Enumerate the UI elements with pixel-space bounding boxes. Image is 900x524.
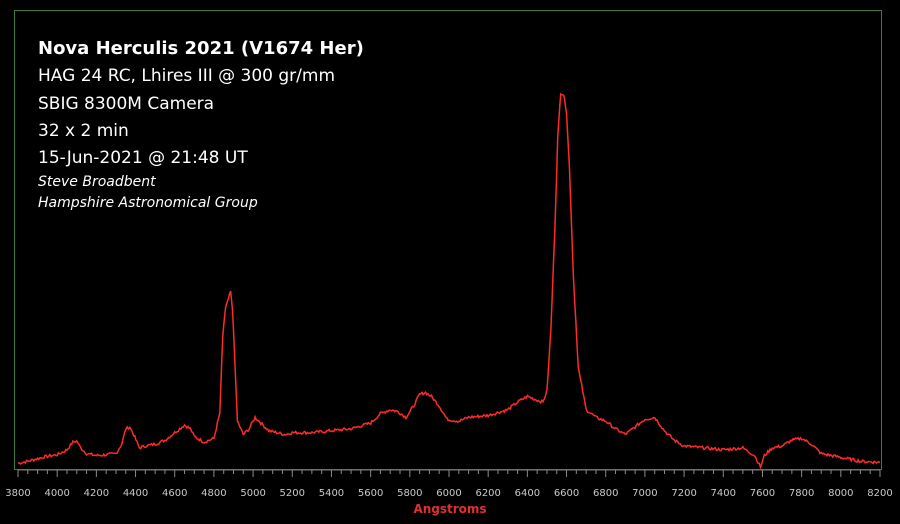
annotation-telescope: HAG 24 RC, Lhires III @ 300 gr/mm [38, 66, 336, 86]
x-tick-label: 6800 [593, 488, 618, 499]
x-tick-label: 6200 [475, 488, 500, 499]
x-axis-label: Angstroms [413, 502, 487, 516]
x-tick-label: 6600 [554, 488, 579, 499]
x-tick-label: 4000 [44, 488, 69, 499]
annotation-group: Hampshire Astronomical Group [38, 195, 258, 211]
chart-title: Nova Herculis 2021 (V1674 Her) [38, 38, 364, 59]
x-tick-label: 8000 [828, 488, 853, 499]
annotation-exposure: 32 x 2 min [38, 121, 129, 141]
x-tick-label: 5400 [319, 488, 344, 499]
x-tick-label: 5000 [240, 488, 265, 499]
x-tick-label: 4600 [162, 488, 187, 499]
x-tick-label: 3800 [5, 488, 30, 499]
x-tick-label: 7200 [671, 488, 696, 499]
spectrum-line [17, 92, 881, 470]
x-tick-label: 5600 [358, 488, 383, 499]
x-tick-label: 4200 [84, 488, 109, 499]
x-tick-label: 7000 [632, 488, 657, 499]
x-tick-label: 7400 [711, 488, 736, 499]
x-tick-label: 8200 [867, 488, 892, 499]
x-tick-label: 4400 [123, 488, 148, 499]
x-tick-label: 7600 [750, 488, 775, 499]
x-tick-label: 4800 [201, 488, 226, 499]
x-tick-label: 6000 [436, 488, 461, 499]
x-axis: 3800 4000 4200 4400 4600 4800 5000 5200 5400 5600… [5, 469, 893, 499]
x-tick-label: 5800 [397, 488, 422, 499]
x-tick-label: 6400 [515, 488, 540, 499]
x-tick-label: 7800 [789, 488, 814, 499]
annotation-date: 15-Jun-2021 @ 21:48 UT [38, 148, 248, 168]
annotation-author: Steve Broadbent [38, 174, 156, 190]
x-tick-label: 5200 [280, 488, 305, 499]
annotation-camera: SBIG 8300M Camera [38, 94, 215, 114]
